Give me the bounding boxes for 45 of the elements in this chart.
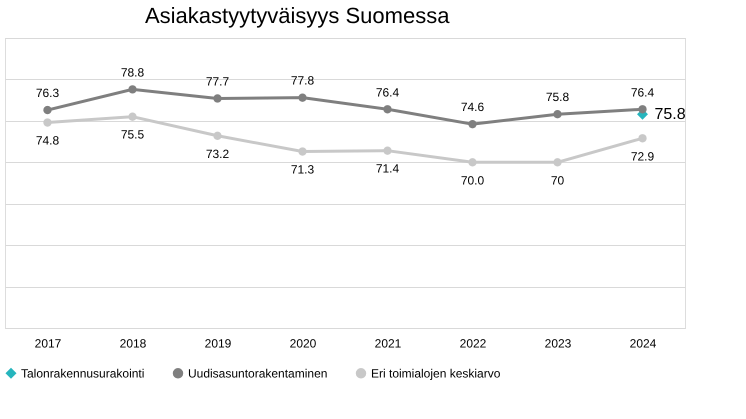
data-label: 76.4	[630, 85, 654, 100]
legend-label: Talonrakennusurakointi	[21, 366, 144, 380]
point	[298, 147, 307, 156]
point	[128, 112, 137, 121]
point	[213, 132, 222, 140]
data-label: 75.8	[546, 90, 570, 104]
data-label: 70.0	[460, 173, 484, 188]
point	[43, 118, 52, 127]
point	[468, 158, 477, 166]
x-tick-label: 2017	[34, 336, 62, 350]
data-label: 77.7	[206, 74, 230, 88]
x-tick-label: 2022	[460, 336, 487, 350]
x-tick-label: 2018	[120, 336, 147, 350]
legend-label: Uudisasuntorakentaminen	[188, 366, 328, 380]
point	[43, 106, 52, 114]
data-label: 76.4	[376, 85, 400, 100]
point	[383, 146, 392, 155]
data-label: 72.9	[630, 149, 654, 164]
point	[128, 85, 137, 94]
data-label: 75.5	[120, 128, 144, 142]
point	[553, 110, 562, 118]
point	[383, 105, 392, 114]
data-label: 75.8	[654, 106, 686, 124]
x-tick-label: 2023	[544, 336, 572, 350]
x-tick-label: 2021	[374, 336, 402, 350]
data-label: 71.3	[290, 162, 314, 177]
x-tick-label: 2020	[290, 336, 317, 350]
point	[638, 134, 647, 142]
data-label: 74.8	[36, 134, 60, 148]
point	[298, 93, 307, 102]
chart-title: Asiakastyytyväisyys Suomessa	[145, 3, 450, 28]
data-label: 78.8	[120, 65, 144, 80]
x-tick-label: 2019	[204, 336, 232, 350]
point	[553, 158, 562, 166]
legend-label: Eri toimialojen keskiarvo	[371, 366, 501, 380]
x-tick-label: 2024	[630, 336, 657, 350]
data-label: 73.2	[206, 146, 230, 161]
data-label: 71.4	[376, 162, 400, 176]
point	[213, 94, 222, 103]
data-label: 74.6	[460, 100, 484, 114]
data-label: 76.3	[36, 86, 60, 100]
point	[638, 105, 647, 114]
point	[468, 120, 477, 128]
data-label: 70	[550, 173, 564, 188]
data-label: 77.8	[290, 74, 314, 88]
